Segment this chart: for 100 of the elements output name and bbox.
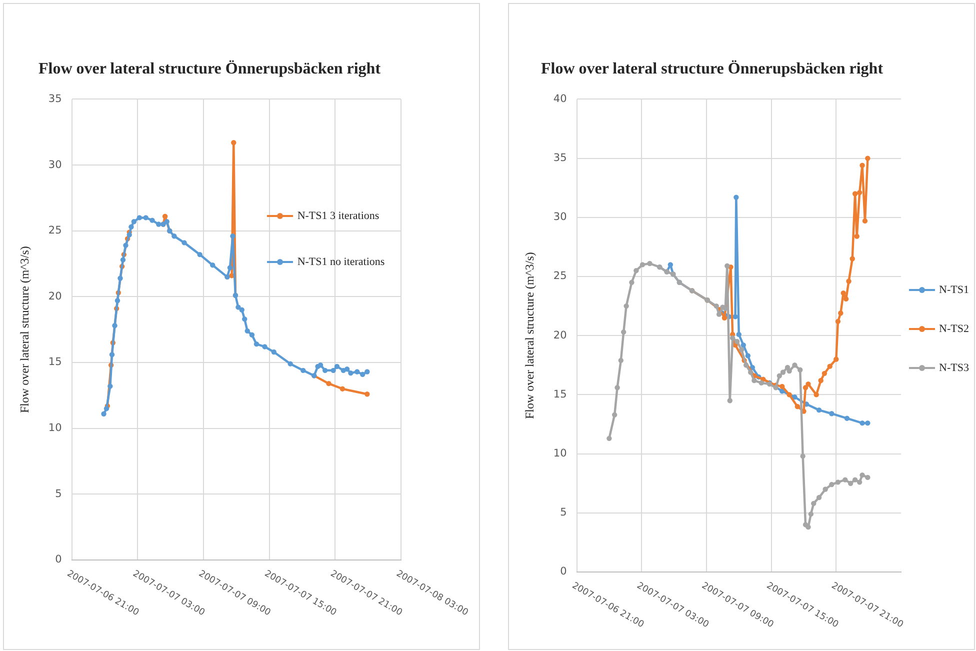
point [750,364,755,370]
point [123,242,128,248]
point [326,380,332,386]
point [822,486,828,492]
point [624,303,629,309]
point [118,276,123,281]
point [829,411,834,416]
y-tick-label: 30 [553,211,567,224]
point [197,252,202,258]
y-tick-label: 25 [553,270,567,282]
point [806,381,811,387]
point [816,407,822,413]
point [640,262,646,268]
point [300,368,306,374]
point [814,392,819,398]
point [227,265,233,270]
point [743,362,749,368]
point [752,378,757,384]
y-tick-label: 30 [48,158,62,171]
legend-label: N-TS3 [939,362,969,374]
point [239,307,244,312]
point [840,290,846,296]
y-tick-label: 20 [553,329,567,342]
point [852,191,858,196]
point [230,234,236,239]
point [854,234,860,239]
point [860,472,865,478]
point [792,362,798,368]
point [620,329,626,335]
point [612,412,618,418]
point [843,296,849,302]
point [827,364,832,369]
y-tick-label: 10 [48,422,62,434]
point [734,338,740,344]
point [112,323,118,328]
point [856,190,862,196]
point [606,436,612,442]
point [736,332,742,338]
point [860,162,865,168]
legend-label: N-TS2 [939,322,969,335]
point [838,310,844,316]
point [126,232,132,238]
y-tick-label: 20 [48,290,62,302]
point [668,262,674,268]
point [364,392,370,397]
y-tick-label: 10 [553,448,567,460]
y-tick-label: 25 [48,224,62,237]
y-tick-label: 15 [48,356,62,368]
point [348,370,354,376]
point [136,215,142,220]
point [340,386,346,392]
point [318,362,324,368]
point [104,406,110,412]
chart-title: Flow over lateral structure Önnerupsbäcken right [540,60,884,78]
point [800,454,806,459]
point [732,314,738,320]
point [730,335,736,341]
point [364,369,370,374]
y-axis-title: Flow over lateral structure (m^3/s) [522,252,536,420]
point [773,385,778,390]
point [842,477,848,482]
point [262,344,268,350]
point [722,315,728,320]
legend-label: N-TS1 3 iterations [297,210,380,222]
point [236,304,241,310]
point [254,341,260,347]
point [114,298,120,304]
point [150,218,155,223]
point [834,356,839,362]
point [108,384,113,389]
point [162,214,168,219]
point [848,480,854,486]
point [740,342,746,348]
point [850,256,855,262]
point [109,352,115,358]
point [242,316,248,322]
point [816,494,822,500]
point [724,263,730,268]
point [629,280,634,286]
point [354,369,360,374]
point [172,234,177,239]
point [865,420,870,426]
point [614,385,620,390]
y-tick-label: 35 [48,92,62,105]
point [835,480,841,485]
point [131,219,137,224]
point [210,262,216,268]
point [182,240,187,246]
point [271,349,276,355]
y-tick-label: 0 [55,554,62,566]
point [288,361,293,366]
point [618,358,624,364]
point [727,398,732,404]
y-tick-label: 0 [560,566,567,578]
point [786,392,792,398]
point [862,218,868,224]
point [846,278,852,284]
point [120,257,126,262]
y-tick-label: 15 [553,388,567,400]
point [714,303,719,309]
